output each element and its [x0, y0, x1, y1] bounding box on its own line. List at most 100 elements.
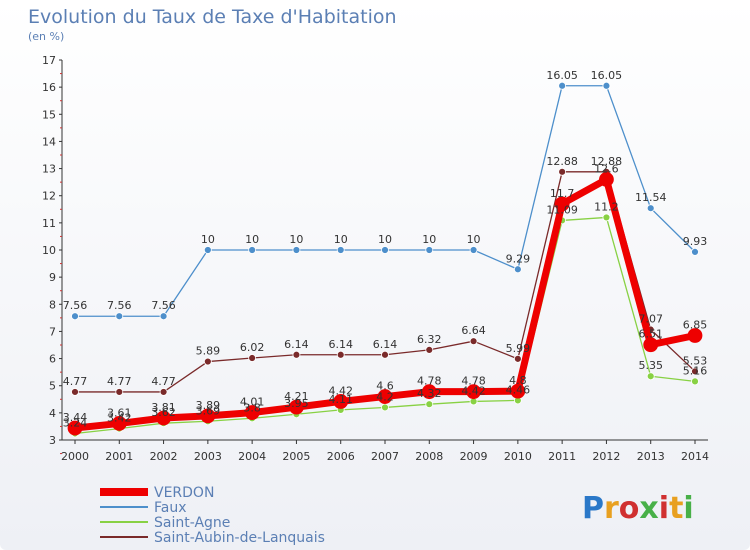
x-tick-label: 2000 [61, 450, 89, 463]
data-label: 10 [201, 233, 215, 246]
data-label: 4.78 [461, 375, 486, 388]
data-label: 12.88 [591, 155, 623, 168]
x-tick-label: 2014 [681, 450, 709, 463]
data-point [200, 408, 216, 424]
y-tick-label: 10 [42, 244, 56, 257]
data-label: 5.35 [638, 359, 663, 372]
data-label: 5.89 [196, 345, 221, 358]
data-label: 4.46 [506, 383, 531, 396]
proxiti-logo: Proxiti [582, 491, 694, 526]
data-point [203, 357, 212, 366]
series-layer: 7.56 7.56 7.56 10 10 10 10 10 10 10 9.29 16.05 16.05… [63, 69, 708, 438]
data-label: 11.7 [550, 187, 575, 200]
data-point [466, 384, 481, 400]
data-label: 10 [289, 233, 303, 246]
data-label: 4.77 [63, 375, 88, 388]
data-point [381, 350, 389, 359]
data-point [425, 246, 434, 254]
data-point [381, 403, 389, 412]
data-label: 12.6 [594, 162, 619, 175]
data-label: 4.32 [417, 387, 442, 400]
data-point [469, 337, 478, 346]
legend-label: VERDON [154, 485, 214, 501]
data-label: 6.32 [417, 333, 442, 346]
data-point [159, 312, 168, 321]
data-label: 10 [334, 233, 348, 246]
data-label: 6.14 [373, 338, 398, 351]
data-point [333, 394, 349, 409]
y-tick-label: 8 [49, 298, 56, 311]
data-point [336, 246, 345, 254]
x-tick-label: 2013 [637, 450, 665, 463]
data-label: 4.8 [509, 374, 527, 387]
data-point [115, 388, 124, 396]
x-tick-label: 2012 [592, 450, 620, 463]
data-label: 3.42 [107, 412, 132, 425]
data-point [646, 204, 655, 213]
data-label: 16.05 [591, 69, 623, 82]
data-point [513, 354, 522, 363]
y-tick-label: 4 [49, 407, 56, 420]
data-point [510, 383, 526, 399]
data-point [691, 247, 699, 256]
data-label: 10 [422, 233, 436, 246]
data-point [159, 388, 168, 396]
data-point [602, 81, 611, 90]
data-point [248, 246, 257, 254]
y-tick-label: 7 [49, 325, 56, 338]
data-point [71, 312, 79, 321]
chart-title: Evolution du Taux de Taxe d'Habitation [28, 6, 397, 28]
data-point [381, 246, 389, 254]
data-label: 4.78 [417, 375, 442, 388]
data-label: 3.61 [107, 406, 132, 419]
data-point [244, 405, 260, 420]
data-label: 4.21 [284, 390, 309, 403]
data-label: 11.54 [635, 191, 667, 204]
data-label: 4.77 [151, 375, 176, 388]
data-label: 3.8 [243, 401, 261, 414]
data-point [115, 312, 124, 321]
data-label: 3.69 [196, 404, 221, 417]
data-point [292, 350, 301, 359]
data-point [71, 388, 79, 396]
data-label: 4.6 [376, 380, 394, 393]
legend: VERDONFauxSaint-AgneSaint-Aubin-de-Lanqu… [100, 485, 325, 546]
data-label: 3.62 [151, 406, 176, 419]
data-label: 6.64 [461, 324, 486, 337]
data-point [156, 410, 171, 426]
x-tick-label: 2005 [282, 450, 310, 463]
data-label: 9.29 [506, 252, 531, 265]
data-point [691, 377, 699, 386]
data-point [602, 213, 611, 222]
data-point [558, 81, 567, 90]
series-verdon [67, 172, 703, 436]
data-label: 6.14 [284, 338, 309, 351]
data-label: 11.2 [594, 200, 619, 213]
data-label: 3.44 [63, 411, 88, 424]
data-point [377, 389, 393, 404]
data-label: 5.16 [683, 364, 708, 377]
data-point [67, 420, 83, 436]
y-tick-label: 5 [49, 380, 56, 393]
data-label: 7.56 [63, 299, 88, 312]
data-point [513, 265, 522, 274]
data-label: 12.88 [546, 155, 578, 168]
data-point [469, 246, 478, 254]
data-label: 11.09 [546, 203, 578, 216]
data-label: 6.85 [683, 319, 708, 332]
data-label: 16.05 [546, 69, 578, 82]
y-tick-label: 15 [42, 108, 56, 121]
data-point [646, 372, 655, 381]
data-label: 4.01 [240, 396, 265, 409]
data-point [687, 328, 703, 343]
data-point [289, 399, 304, 415]
data-point [421, 384, 437, 400]
data-label: 4.11 [328, 393, 353, 406]
y-tick-label: 12 [42, 190, 56, 203]
data-label: 7.07 [638, 313, 663, 326]
y-tick-label: 13 [42, 163, 56, 176]
logo-text: Proxiti [582, 491, 694, 526]
y-tick-label: 17 [42, 54, 56, 67]
